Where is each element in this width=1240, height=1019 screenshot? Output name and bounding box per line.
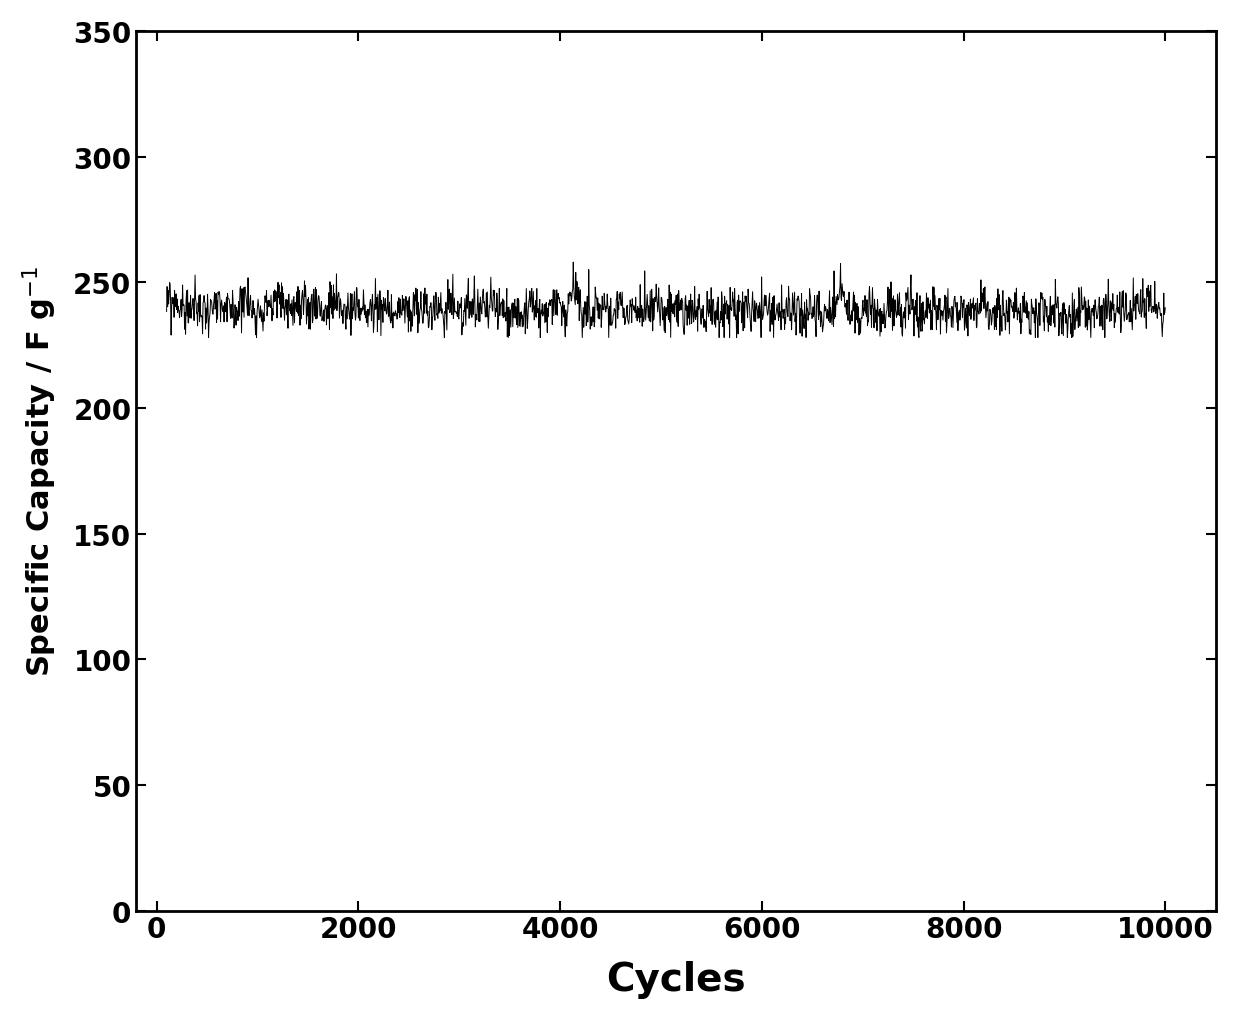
X-axis label: Cycles: Cycles	[606, 960, 745, 999]
Y-axis label: Specific Capacity / F g$^{-1}$: Specific Capacity / F g$^{-1}$	[21, 266, 60, 677]
